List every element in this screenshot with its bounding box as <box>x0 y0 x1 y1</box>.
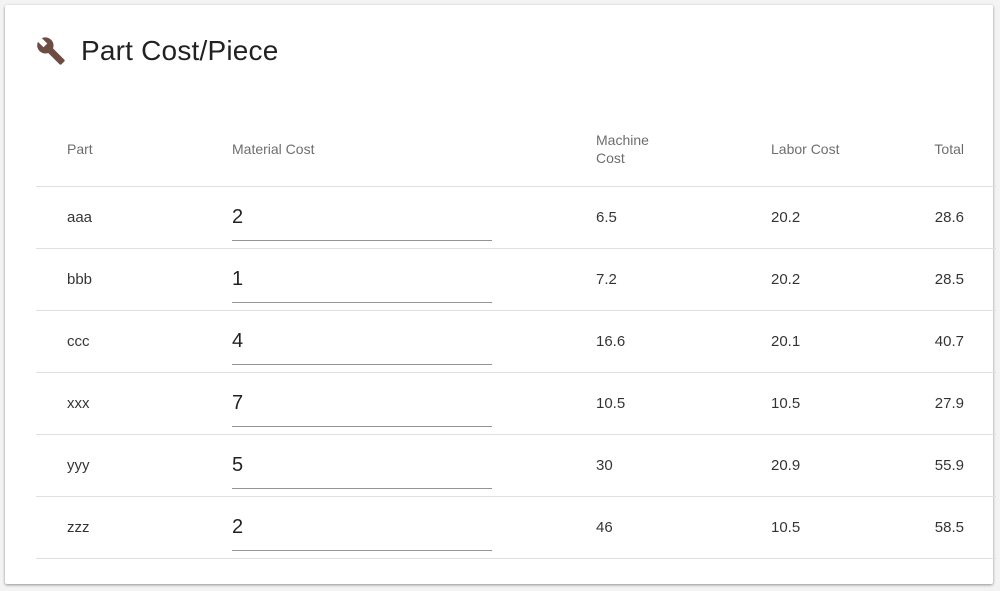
cell-material <box>232 372 596 435</box>
table-row: zzz 46 10.5 58.5 <box>36 496 996 559</box>
cell-machine: 7.2 <box>596 248 771 311</box>
material-cost-field <box>232 262 492 303</box>
cell-labor: 20.2 <box>771 248 901 311</box>
material-cost-field <box>232 448 492 489</box>
material-cost-input[interactable] <box>232 386 492 421</box>
header-part-label: Part <box>67 140 93 157</box>
material-cost-input[interactable] <box>232 324 492 359</box>
header-total-label: Total <box>934 140 964 157</box>
cell-machine: 6.5 <box>596 186 771 249</box>
cell-part: xxx <box>36 372 232 435</box>
header-total: Total <box>901 111 996 187</box>
header-part: Part <box>36 111 232 187</box>
cell-total: 28.6 <box>901 186 996 249</box>
cell-material <box>232 434 596 497</box>
cell-total: 28.5 <box>901 248 996 311</box>
cell-labor: 20.9 <box>771 434 901 497</box>
material-cost-field <box>232 510 492 551</box>
cell-material <box>232 496 596 559</box>
cell-part: ccc <box>36 310 232 373</box>
card-header: Part Cost/Piece <box>35 31 279 71</box>
cell-labor: 20.1 <box>771 310 901 373</box>
table-row: aaa 6.5 20.2 28.6 <box>36 186 996 249</box>
table-row: xxx 10.5 10.5 27.9 <box>36 372 996 435</box>
table-row: ccc 16.6 20.1 40.7 <box>36 310 996 373</box>
input-underline <box>232 549 492 551</box>
card-title: Part Cost/Piece <box>81 35 279 66</box>
input-underline <box>232 239 492 241</box>
cell-total: 27.9 <box>901 372 996 435</box>
input-underline <box>232 425 492 427</box>
material-cost-field <box>232 386 492 427</box>
material-cost-input[interactable] <box>232 262 492 297</box>
header-material-label: Material Cost <box>232 140 315 157</box>
cell-part: zzz <box>36 496 232 559</box>
table-row: bbb 7.2 20.2 28.5 <box>36 248 996 311</box>
input-underline <box>232 301 492 303</box>
table-row: yyy 30 20.9 55.9 <box>36 434 996 497</box>
cell-part: aaa <box>36 186 232 249</box>
material-cost-field <box>232 200 492 241</box>
material-cost-input[interactable] <box>232 510 492 545</box>
cell-part: yyy <box>36 434 232 497</box>
cell-total: 40.7 <box>901 310 996 373</box>
material-cost-input[interactable] <box>232 200 492 235</box>
cell-labor: 10.5 <box>771 496 901 559</box>
cell-labor: 20.2 <box>771 186 901 249</box>
table-header-row: Part Material Cost Machine Cost Labor Co… <box>36 111 996 187</box>
input-underline <box>232 487 492 489</box>
cell-total: 55.9 <box>901 434 996 497</box>
wrench-icon <box>35 35 67 67</box>
input-underline <box>232 363 492 365</box>
cell-machine: 46 <box>596 496 771 559</box>
header-labor-label: Labor Cost <box>771 140 840 157</box>
cell-material <box>232 186 596 249</box>
cell-material <box>232 310 596 373</box>
cell-machine: 10.5 <box>596 372 771 435</box>
cell-part: bbb <box>36 248 232 311</box>
header-material-cost: Material Cost <box>232 111 596 187</box>
cell-total: 58.5 <box>901 496 996 559</box>
part-cost-card: Part Cost/Piece Part Material Cost Machi… <box>5 5 996 584</box>
material-cost-field <box>232 324 492 365</box>
cost-table-container: Part Material Cost Machine Cost Labor Co… <box>36 111 996 559</box>
cell-machine: 30 <box>596 434 771 497</box>
cell-material <box>232 248 596 311</box>
header-machine-cost: Machine Cost <box>596 111 771 187</box>
header-machine-label: Machine Cost <box>596 131 649 166</box>
material-cost-input[interactable] <box>232 448 492 483</box>
cell-labor: 10.5 <box>771 372 901 435</box>
cell-machine: 16.6 <box>596 310 771 373</box>
cost-table: Part Material Cost Machine Cost Labor Co… <box>36 111 996 559</box>
header-labor-cost: Labor Cost <box>771 111 901 187</box>
